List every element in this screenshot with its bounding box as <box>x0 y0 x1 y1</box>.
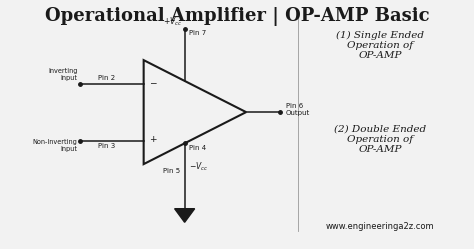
Text: −: − <box>149 78 156 87</box>
Text: Pin 5: Pin 5 <box>163 168 180 174</box>
Polygon shape <box>174 209 195 222</box>
Text: Pin 4: Pin 4 <box>189 145 206 151</box>
Text: Operational Amplifier | OP-AMP Basic: Operational Amplifier | OP-AMP Basic <box>45 7 429 26</box>
Text: Pin 6
Output: Pin 6 Output <box>286 103 310 116</box>
Text: (2) Double Ended
Operation of
OP-AMP: (2) Double Ended Operation of OP-AMP <box>334 124 427 154</box>
Text: Inverting
Input: Inverting Input <box>48 68 78 81</box>
Text: $- V_{cc}$: $- V_{cc}$ <box>189 161 209 173</box>
Text: Pin 2: Pin 2 <box>98 75 115 81</box>
Text: Pin 3: Pin 3 <box>98 143 115 149</box>
Text: $+V_{cc}$: $+V_{cc}$ <box>163 15 182 28</box>
Text: Non-Inverting
Input: Non-Inverting Input <box>33 139 78 152</box>
Text: www.engineeringa2z.com: www.engineeringa2z.com <box>326 222 435 231</box>
Text: +: + <box>149 135 156 144</box>
Text: (1) Single Ended
Operation of
OP-AMP: (1) Single Ended Operation of OP-AMP <box>337 30 424 60</box>
Text: Pin 7: Pin 7 <box>189 30 207 36</box>
